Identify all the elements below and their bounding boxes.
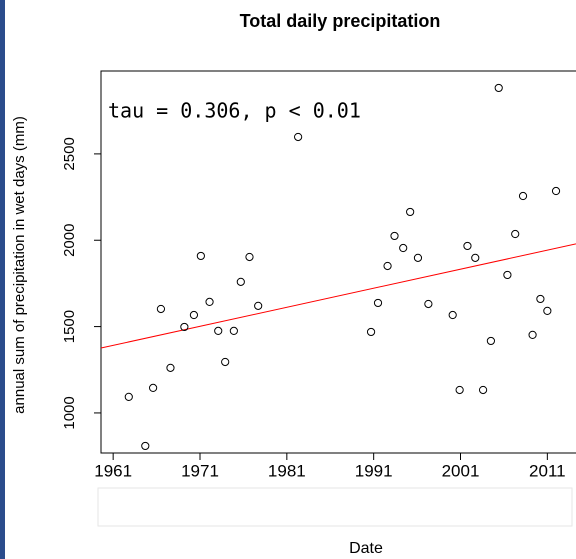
point xyxy=(471,253,480,262)
x-tick-label: 1971 xyxy=(181,461,219,480)
point xyxy=(149,383,158,392)
x-axis-label: Date xyxy=(349,540,383,557)
x-tick-label: 1991 xyxy=(355,461,393,480)
point xyxy=(536,294,545,304)
trend-line xyxy=(100,243,576,349)
point xyxy=(528,330,537,339)
point xyxy=(294,132,303,142)
point xyxy=(551,186,561,196)
y-axis-label: annual sum of precipitation in wet days … xyxy=(11,116,28,414)
point xyxy=(254,301,263,310)
chart-title: Total daily precipitation xyxy=(240,11,441,31)
point xyxy=(196,251,205,261)
y-tick-label: 2500 xyxy=(61,137,78,170)
point xyxy=(486,336,495,346)
point xyxy=(413,253,423,262)
point xyxy=(229,326,238,336)
point xyxy=(141,441,150,451)
frame-box xyxy=(97,487,573,527)
x-tick-label: 2011 xyxy=(529,461,566,480)
y-tick-label: 2000 xyxy=(61,224,78,257)
point xyxy=(189,310,199,320)
point xyxy=(390,231,399,241)
point xyxy=(406,207,415,217)
point xyxy=(180,322,189,332)
point xyxy=(383,261,392,271)
y-tick-label: 1000 xyxy=(61,396,78,429)
point xyxy=(511,229,520,239)
point xyxy=(221,357,230,367)
point xyxy=(166,363,175,372)
point xyxy=(543,306,552,315)
point xyxy=(503,270,512,280)
point xyxy=(124,392,133,401)
point xyxy=(494,83,503,93)
point xyxy=(205,297,214,306)
point xyxy=(518,191,528,201)
point xyxy=(455,385,464,395)
point xyxy=(478,385,488,395)
side-strip xyxy=(0,0,5,559)
annotation: tau = 0.306, p < 0.01 xyxy=(108,99,361,123)
x-tick-label: 1981 xyxy=(268,461,306,480)
point xyxy=(366,327,376,337)
point xyxy=(245,252,254,262)
x-tick-label: 1961 xyxy=(94,461,132,480)
point xyxy=(236,277,245,286)
point xyxy=(448,310,457,320)
x-tick-label: 2001 xyxy=(442,461,480,480)
point xyxy=(214,326,223,336)
point xyxy=(399,243,408,253)
point xyxy=(463,241,472,251)
plot-box xyxy=(100,70,576,454)
point xyxy=(373,298,383,308)
y-tick-label: 1500 xyxy=(61,310,78,343)
point xyxy=(156,304,166,314)
point xyxy=(424,299,433,309)
